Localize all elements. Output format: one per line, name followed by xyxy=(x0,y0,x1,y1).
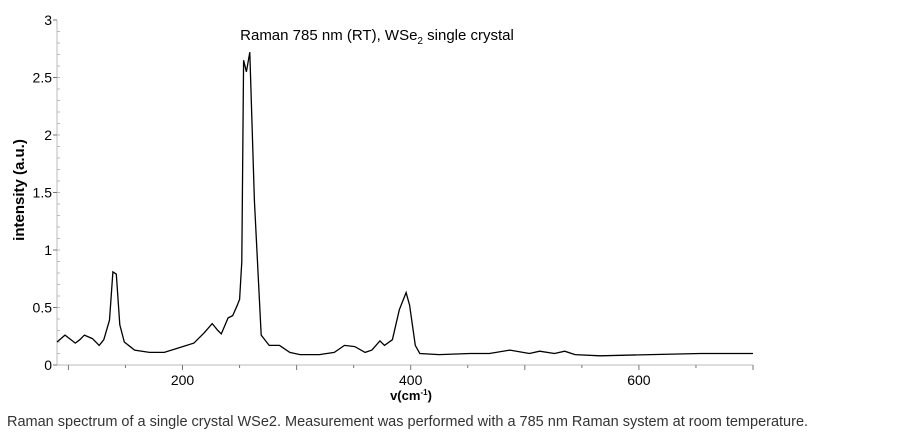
series-line xyxy=(56,52,753,357)
y-axis-label: intensity (a.u.) xyxy=(11,139,28,241)
y-tick-label: 0 xyxy=(44,357,52,373)
figure-caption: Raman spectrum of a single crystal WSe2.… xyxy=(7,414,809,430)
x-tick-label: 600 xyxy=(627,372,651,388)
y-tick-label: 0.5 xyxy=(33,300,53,316)
x-axis-label: v(cm-1) xyxy=(390,388,432,403)
chart-title: Raman 785 nm (RT), WSe2 single crystal xyxy=(240,27,514,47)
raman-chart: 200 400 600 0 0.5 1 1.5 2 2.5 3 Raman 785 nm (RT)… xyxy=(11,12,754,403)
axes: 200 400 600 0 0.5 1 1.5 2 2.5 3 xyxy=(33,12,754,388)
y-tick-label: 1.5 xyxy=(33,185,53,201)
y-tick-label: 3 xyxy=(44,12,52,28)
x-tick-label: 200 xyxy=(171,372,195,388)
y-tick-label: 1 xyxy=(44,242,52,258)
x-tick-label: 400 xyxy=(399,372,423,388)
y-tick-label: 2 xyxy=(44,127,52,143)
y-tick-label: 2.5 xyxy=(33,70,53,86)
